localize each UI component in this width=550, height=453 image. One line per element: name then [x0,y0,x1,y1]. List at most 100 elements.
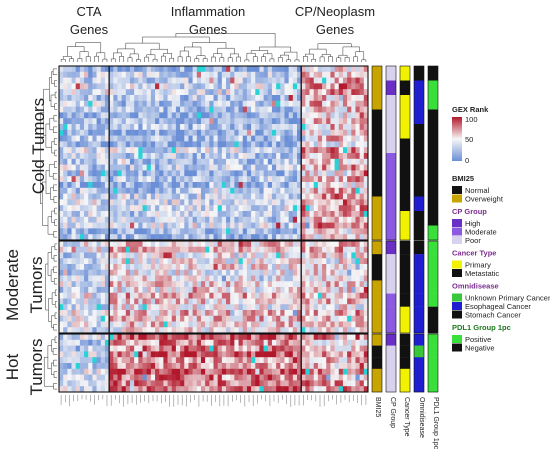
heatmap-cell [226,199,231,206]
heatmap-cell [100,205,106,212]
heatmap-cell [71,228,77,235]
heatmap-cell [305,199,310,206]
heatmap-cell [180,135,185,142]
heatmap-cell [276,368,281,375]
heatmap-cell [205,315,210,322]
heatmap-cell [92,315,97,322]
heatmap-cell [180,66,185,73]
heatmap-cell [150,292,156,299]
heatmap-cell [117,77,122,84]
heatmap-cell [355,241,360,248]
heatmap-cell [155,89,160,96]
heatmap-cell [121,339,127,346]
annotation-cell-1 [372,241,382,255]
heatmap-cell [238,83,244,90]
annotation-cell-5 [428,80,438,96]
heatmap-cell [117,158,122,165]
heatmap-cell [142,158,147,165]
annotation-cell-2 [386,182,396,197]
heatmap-cell [180,71,185,78]
heatmap-cell [309,380,315,387]
heatmap-cell [125,304,131,311]
heatmap-cell [322,187,327,194]
heatmap-cell [301,199,306,206]
heatmap-cell [113,129,118,136]
heatmap-cell [280,182,285,189]
row-dendrogram-branch [53,266,57,273]
heatmap-cell [217,374,223,381]
column-dendrogram-branch [142,36,210,44]
annotation-cell-4 [414,109,424,125]
heatmap-cell [271,339,277,346]
heatmap-cell [167,89,173,96]
heatmap-cell [92,234,97,241]
heatmap-cell [238,176,244,183]
heatmap-cell [175,77,181,84]
heatmap-cell [155,153,160,160]
heatmap-cell [180,193,185,200]
heatmap-cell [75,77,81,84]
heatmap-cell [271,380,277,387]
annotation-cell-1 [372,267,382,281]
heatmap-cell [125,368,131,375]
heatmap-cell [88,368,93,375]
heatmap-cell [196,310,202,317]
heatmap-cell [129,141,135,148]
heatmap-cell [71,153,77,160]
heatmap-cell [104,135,110,142]
heatmap-cell [184,363,189,370]
heatmap-cell [184,118,189,125]
heatmap-cell [242,216,248,223]
legend-title-2: CP Group [452,207,487,216]
heatmap-cell [142,357,147,364]
heatmap-cell [100,334,106,341]
heatmap-cell [100,386,106,393]
heatmap-cell [363,252,369,259]
heatmap-cell [163,153,168,160]
heatmap-cell [317,368,323,375]
heatmap-cell [159,304,164,311]
heatmap-cell [109,205,114,212]
heatmap-cell [342,351,348,358]
heatmap-cell [146,321,152,328]
heatmap-cell [246,315,252,322]
heatmap-cell [342,153,348,160]
heatmap-cell [121,199,127,206]
heatmap-cell [75,193,81,200]
heatmap-cell [297,315,302,322]
heatmap-cell [196,66,202,73]
heatmap-cell [330,334,335,341]
heatmap-cell [63,234,68,241]
row-dendrogram-branch [51,292,56,305]
heatmap-cell [67,368,72,375]
heatmap-cell [175,199,181,206]
heatmap-cell [330,118,335,125]
heatmap-cell [288,357,294,364]
heatmap-cell [263,205,269,212]
heatmap-cell [230,95,235,102]
heatmap-cell [238,187,244,194]
heatmap-cell [317,269,323,276]
heatmap-cell [200,129,206,136]
heatmap-cell [180,211,185,218]
heatmap-cell [184,345,189,352]
heatmap-cell [347,363,352,370]
row-dendrogram-branch [51,210,55,223]
heatmap-cell [305,252,310,259]
heatmap-cell [276,334,281,341]
heatmap-cell [322,95,327,102]
heatmap-cell [100,100,106,107]
heatmap-cell [259,327,264,334]
heatmap-cell [96,118,102,125]
legend-label-1-2: Overweight [465,195,504,204]
heatmap-cell [217,334,223,341]
heatmap-cell [238,321,244,328]
heatmap-cell [309,182,315,189]
heatmap-cell [75,205,81,212]
heatmap-cell [180,386,185,393]
heatmap-cell [297,77,302,84]
heatmap-cell [292,234,298,241]
heatmap-cell [292,71,298,78]
heatmap-cell [246,158,252,165]
heatmap-cell [217,241,223,248]
